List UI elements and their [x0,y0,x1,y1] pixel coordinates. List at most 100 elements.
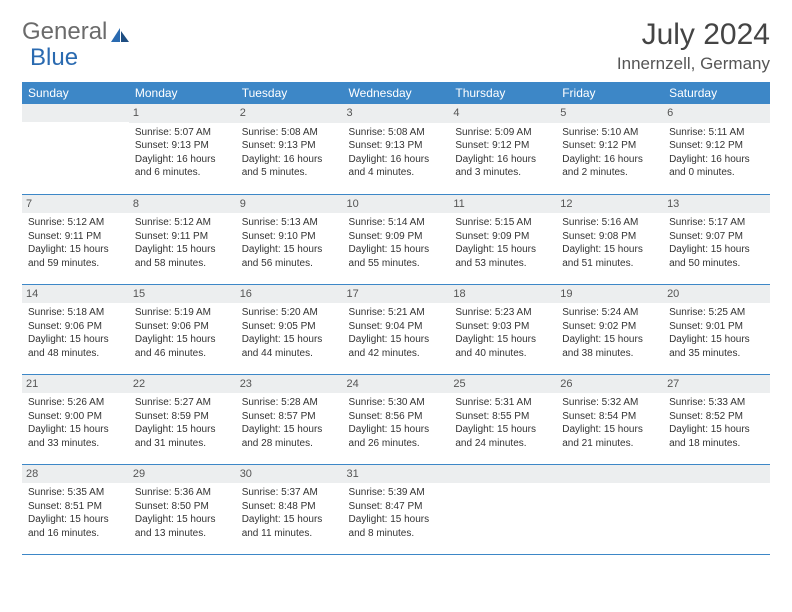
sunrise-line: Sunrise: 5:35 AM [28,486,123,500]
sunset-line: Sunset: 9:07 PM [669,230,764,244]
day-number: 23 [236,375,343,394]
sunset-line: Sunset: 9:03 PM [455,320,550,334]
day-number: 31 [343,465,450,484]
sunset-line: Sunset: 9:13 PM [349,139,444,153]
day-number: 20 [663,285,770,304]
calendar-day-cell: 3Sunrise: 5:08 AMSunset: 9:13 PMDaylight… [343,104,450,194]
calendar-week-row: 14Sunrise: 5:18 AMSunset: 9:06 PMDayligh… [22,284,770,374]
weekday-header: Wednesday [343,82,450,104]
day-number: 22 [129,375,236,394]
sunrise-line: Sunrise: 5:17 AM [669,216,764,230]
calendar-body: 1Sunrise: 5:07 AMSunset: 9:13 PMDaylight… [22,104,770,554]
daylight-line: Daylight: 15 hours and 44 minutes. [242,333,337,360]
calendar-day-cell: 29Sunrise: 5:36 AMSunset: 8:50 PMDayligh… [129,464,236,554]
calendar-day-cell: 13Sunrise: 5:17 AMSunset: 9:07 PMDayligh… [663,194,770,284]
sunrise-line: Sunrise: 5:18 AM [28,306,123,320]
day-number: 13 [663,195,770,214]
sunrise-line: Sunrise: 5:20 AM [242,306,337,320]
sunset-line: Sunset: 8:52 PM [669,410,764,424]
day-number: 12 [556,195,663,214]
sunrise-line: Sunrise: 5:12 AM [28,216,123,230]
day-number: 3 [343,104,450,123]
calendar-day-cell: 20Sunrise: 5:25 AMSunset: 9:01 PMDayligh… [663,284,770,374]
empty-day-bar [449,465,556,483]
day-number: 6 [663,104,770,123]
daylight-line: Daylight: 15 hours and 51 minutes. [562,243,657,270]
calendar-day-cell: 24Sunrise: 5:30 AMSunset: 8:56 PMDayligh… [343,374,450,464]
weekday-header: Monday [129,82,236,104]
sunrise-line: Sunrise: 5:31 AM [455,396,550,410]
sunrise-line: Sunrise: 5:15 AM [455,216,550,230]
sunset-line: Sunset: 8:50 PM [135,500,230,514]
daylight-line: Daylight: 15 hours and 35 minutes. [669,333,764,360]
sunset-line: Sunset: 9:09 PM [349,230,444,244]
daylight-line: Daylight: 15 hours and 11 minutes. [242,513,337,540]
day-number: 21 [22,375,129,394]
empty-day-bar [556,465,663,483]
sunset-line: Sunset: 9:08 PM [562,230,657,244]
day-number: 5 [556,104,663,123]
calendar-day-cell: 30 Sunrise: 5:37 AMSunset: 8:48 PMDayligh… [236,464,343,554]
sunrise-line: Sunrise: 5:07 AM [135,126,230,140]
sunrise-line: Sunrise: 5:28 AM [242,396,337,410]
day-number: 15 [129,285,236,304]
sunrise-line: Sunrise: 5:09 AM [455,126,550,140]
weekday-header: Tuesday [236,82,343,104]
sunrise-line: Sunrise: 5:39 AM [349,486,444,500]
sunset-line: Sunset: 9:13 PM [135,139,230,153]
sunrise-line: Sunrise: 5:13 AM [242,216,337,230]
day-number: 19 [556,285,663,304]
sunset-line: Sunset: 8:48 PM [242,500,337,514]
sunset-line: Sunset: 9:00 PM [28,410,123,424]
sunset-line: Sunset: 9:04 PM [349,320,444,334]
daylight-line: Daylight: 16 hours and 2 minutes. [562,153,657,180]
sunset-line: Sunset: 9:11 PM [135,230,230,244]
daylight-line: Daylight: 16 hours and 6 minutes. [135,153,230,180]
sunset-line: Sunset: 9:09 PM [455,230,550,244]
weekday-header: Sunday [22,82,129,104]
daylight-line: Daylight: 16 hours and 5 minutes. [242,153,337,180]
calendar-day-cell: 15Sunrise: 5:19 AMSunset: 9:06 PMDayligh… [129,284,236,374]
sunset-line: Sunset: 9:12 PM [669,139,764,153]
sunrise-line: Sunrise: 5:26 AM [28,396,123,410]
logo-text-2: Blue [30,44,78,71]
sunrise-line: Sunrise: 5:21 AM [349,306,444,320]
sunrise-line: Sunrise: 5:37 AM [242,486,337,500]
sunrise-line: Sunrise: 5:33 AM [669,396,764,410]
calendar-day-cell [556,464,663,554]
day-number: 30 [236,465,343,484]
sunrise-line: Sunrise: 5:27 AM [135,396,230,410]
day-number: 24 [343,375,450,394]
sunrise-line: Sunrise: 5:14 AM [349,216,444,230]
sunset-line: Sunset: 9:12 PM [562,139,657,153]
calendar-day-cell: 22Sunrise: 5:27 AMSunset: 8:59 PMDayligh… [129,374,236,464]
calendar-day-cell: 9Sunrise: 5:13 AMSunset: 9:10 PMDaylight… [236,194,343,284]
daylight-line: Daylight: 15 hours and 40 minutes. [455,333,550,360]
sunset-line: Sunset: 9:13 PM [242,139,337,153]
sunrise-line: Sunrise: 5:30 AM [349,396,444,410]
calendar-day-cell: 19Sunrise: 5:24 AMSunset: 9:02 PMDayligh… [556,284,663,374]
daylight-line: Daylight: 15 hours and 28 minutes. [242,423,337,450]
daylight-line: Daylight: 15 hours and 56 minutes. [242,243,337,270]
calendar-week-row: 28Sunrise: 5:35 AMSunset: 8:51 PMDayligh… [22,464,770,554]
day-number: 28 [22,465,129,484]
sunrise-line: Sunrise: 5:10 AM [562,126,657,140]
daylight-line: Daylight: 15 hours and 46 minutes. [135,333,230,360]
sunset-line: Sunset: 9:01 PM [669,320,764,334]
day-number: 25 [449,375,556,394]
sail-icon [109,23,131,41]
calendar-day-cell: 11Sunrise: 5:15 AMSunset: 9:09 PMDayligh… [449,194,556,284]
sunrise-line: Sunrise: 5:23 AM [455,306,550,320]
calendar-day-cell: 16Sunrise: 5:20 AMSunset: 9:05 PMDayligh… [236,284,343,374]
day-number: 10 [343,195,450,214]
calendar-day-cell: 14Sunrise: 5:18 AMSunset: 9:06 PMDayligh… [22,284,129,374]
daylight-line: Daylight: 15 hours and 59 minutes. [28,243,123,270]
sunset-line: Sunset: 9:06 PM [28,320,123,334]
daylight-line: Daylight: 15 hours and 42 minutes. [349,333,444,360]
sunrise-line: Sunrise: 5:36 AM [135,486,230,500]
sunset-line: Sunset: 8:59 PM [135,410,230,424]
sunset-line: Sunset: 9:06 PM [135,320,230,334]
day-number: 29 [129,465,236,484]
calendar-day-cell: 10Sunrise: 5:14 AMSunset: 9:09 PMDayligh… [343,194,450,284]
day-number: 2 [236,104,343,123]
